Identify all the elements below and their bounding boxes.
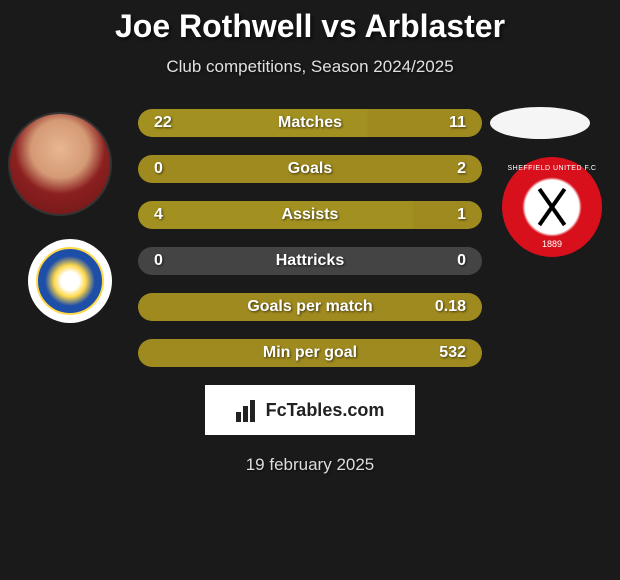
player2-club-badge: SHEFFIELD UNITED F.C 1889 [502,157,602,257]
stat-right-value: 532 [416,344,466,362]
stat-left-value: 0 [154,252,204,270]
stat-right-value: 1 [416,206,466,224]
swords-icon [527,182,577,232]
stat-row: Min per goal532 [138,339,482,367]
stats-list: 22Matches110Goals24Assists10Hattricks0Go… [138,107,482,367]
branding-text: FcTables.com [266,400,385,421]
stat-row: Goals per match0.18 [138,293,482,321]
stat-left-value: 4 [154,206,204,224]
main-area: SHEFFIELD UNITED F.C 1889 22Matches110Go… [0,107,620,475]
sheffield-badge-year: 1889 [502,239,602,249]
page-title: Joe Rothwell vs Arblaster [0,8,620,45]
stat-label: Hattricks [204,252,416,270]
stat-right-value: 11 [416,114,466,132]
stat-label: Matches [204,114,416,132]
stat-row: 4Assists1 [138,201,482,229]
stat-right-value: 2 [416,160,466,178]
stat-row: 22Matches11 [138,109,482,137]
leeds-badge-icon [36,247,104,315]
stat-right-value: 0 [416,252,466,270]
comparison-card: Joe Rothwell vs Arblaster Club competiti… [0,0,620,475]
stat-right-value: 0.18 [416,298,466,316]
stat-label: Min per goal [204,344,416,362]
player2-photo [490,107,590,139]
stat-label: Goals per match [204,298,416,316]
fctables-logo-icon [236,398,260,422]
stat-left-value: 0 [154,160,204,178]
sheffield-badge-text: SHEFFIELD UNITED F.C [502,165,602,172]
stat-label: Assists [204,206,416,224]
date-text: 19 february 2025 [0,455,620,475]
player1-club-badge [28,239,112,323]
stat-row: 0Hattricks0 [138,247,482,275]
stat-left-value: 22 [154,114,204,132]
stat-label: Goals [204,160,416,178]
subtitle: Club competitions, Season 2024/2025 [0,57,620,77]
stat-row: 0Goals2 [138,155,482,183]
player1-photo [8,112,112,216]
branding-box: FcTables.com [205,385,415,435]
